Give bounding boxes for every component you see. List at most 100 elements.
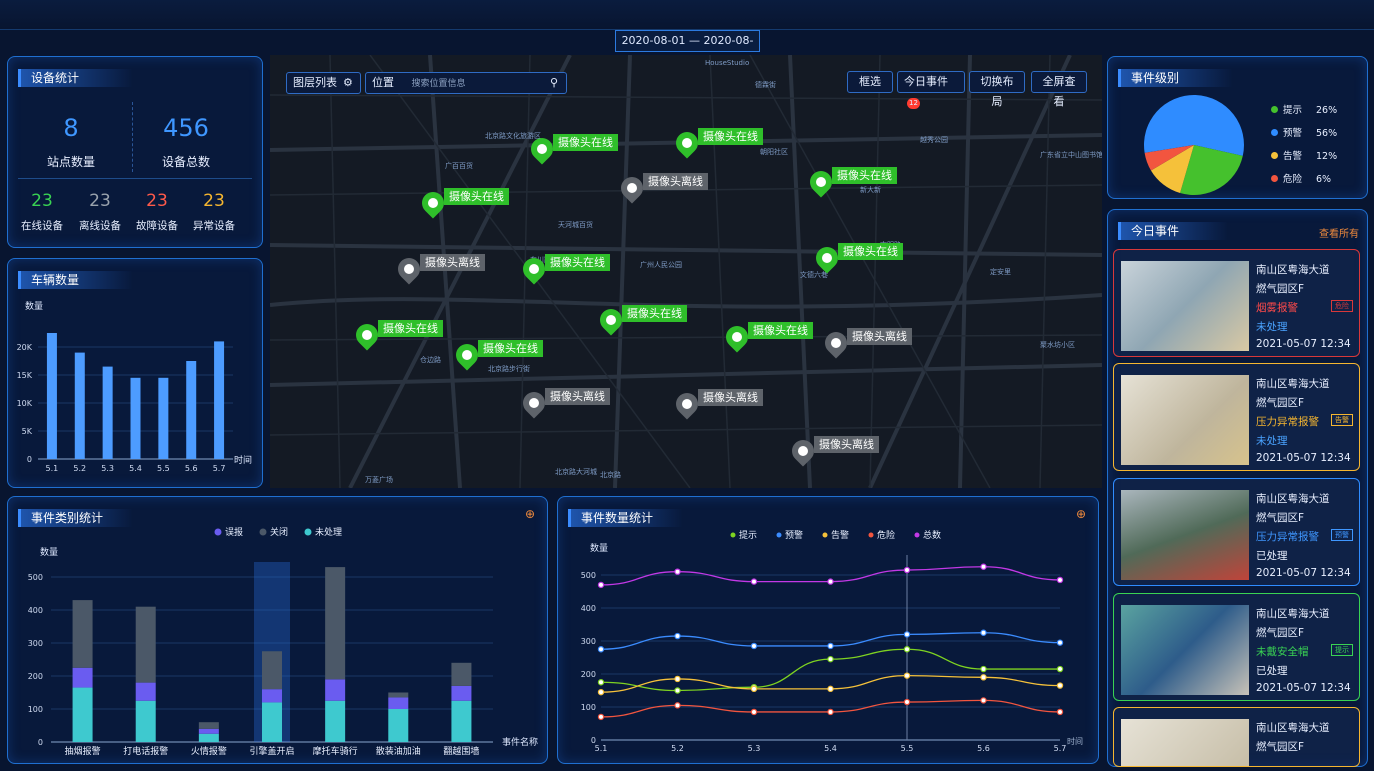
camera-offline-label[interactable]: 摄像头离线 xyxy=(545,388,610,405)
legend-item: 提示 26% xyxy=(1271,102,1337,125)
camera-offline-label[interactable]: 摄像头离线 xyxy=(698,389,763,406)
location-search[interactable]: 位置 搜索位置信息 ⚲ xyxy=(365,72,567,94)
zoom-icon[interactable]: ⊕ xyxy=(524,507,535,521)
stacked-bar-segment xyxy=(325,567,346,680)
data-point xyxy=(980,674,987,681)
event-card[interactable]: 南山区粤海大道 燃气园区F xyxy=(1113,707,1360,767)
camera-offline-label[interactable]: 摄像头离线 xyxy=(814,436,879,453)
data-point xyxy=(980,665,987,673)
camera-offline-label[interactable]: 摄像头离线 xyxy=(420,254,485,271)
legend-label: 危险 xyxy=(877,529,895,541)
event-card[interactable]: 南山区粤海大道 燃气园区F 未戴安全帽 已处理 2021-05-07 12:34 提示 xyxy=(1113,593,1360,701)
legend-dot xyxy=(1271,175,1278,182)
data-point xyxy=(597,679,605,686)
camera-offline-label[interactable]: 摄像头离线 xyxy=(643,173,708,190)
y-tick-label: 100 xyxy=(28,705,43,714)
bar xyxy=(130,377,141,459)
data-point xyxy=(827,655,834,663)
search-input[interactable]: 搜索位置信息 xyxy=(411,79,466,89)
stacked-bar-segment xyxy=(451,700,472,742)
event-card[interactable]: 南山区粤海大道 燃气园区F 烟雾报警 未处理 2021-05-07 12:34 危险 xyxy=(1113,249,1360,357)
data-point xyxy=(980,563,987,570)
event-snapshot[interactable] xyxy=(1121,375,1249,465)
map-place-label: 北京路步行街 xyxy=(488,365,530,373)
data-point xyxy=(674,687,681,694)
camera-online-label[interactable]: 摄像头在线 xyxy=(622,305,687,322)
map-place-label: 北京路文化旅游区 xyxy=(485,132,541,140)
search-icon[interactable]: ⚲ xyxy=(549,76,558,89)
stacked-bar-segment xyxy=(388,697,409,709)
pie-slice xyxy=(1144,145,1194,171)
panel-title: 设备统计 xyxy=(18,69,133,87)
map-place-label: 越秀公园 xyxy=(920,136,948,144)
fault-device-label: 故障设备 xyxy=(136,220,178,232)
offline-device-label: 离线设备 xyxy=(79,220,121,232)
layer-list-button[interactable]: 图层列表 ⚙ xyxy=(286,72,361,94)
map-place-label: 天河城百货 xyxy=(558,221,593,229)
stacked-bar-segment xyxy=(72,667,93,688)
event-snapshot[interactable] xyxy=(1121,261,1249,351)
legend-item: 告警 12% xyxy=(1271,148,1337,171)
camera-online-label[interactable]: 摄像头在线 xyxy=(698,128,763,145)
map-place-label: 广东省立中山图书馆 xyxy=(1040,151,1102,159)
x-tick-label: 抽烟报警 xyxy=(65,745,101,757)
camera-online-label[interactable]: 摄像头在线 xyxy=(378,320,443,337)
y-tick-label: 500 xyxy=(581,571,596,580)
event-count-badge: 12 xyxy=(907,98,920,109)
x-tick-label: 5.1 xyxy=(595,744,608,753)
event-addr2: 燃气园区F xyxy=(1256,627,1305,639)
event-level-pie-chart xyxy=(1144,95,1244,195)
camera-online-label[interactable]: 摄像头在线 xyxy=(838,243,903,260)
camera-online-label[interactable]: 摄像头在线 xyxy=(444,188,509,205)
y-tick-label: 300 xyxy=(581,637,596,646)
map-view[interactable]: 北京路文化旅游区 广百百货 天河城百货 广州人民公园 文德六巷 朝阳社区 越秀公园 北京路步行… xyxy=(270,55,1102,488)
data-point xyxy=(980,629,987,636)
legend-dot xyxy=(822,532,828,538)
event-card[interactable]: 南山区粤海大道 燃气园区F 压力异常报警 已处理 2021-05-07 12:34 预警 xyxy=(1113,478,1360,586)
y-tick-label: 0 xyxy=(27,455,32,464)
event-snapshot[interactable] xyxy=(1121,605,1249,695)
camera-online-label[interactable]: 摄像头在线 xyxy=(545,254,610,271)
data-point xyxy=(674,632,681,640)
data-point xyxy=(674,568,681,575)
camera-online-label[interactable]: 摄像头在线 xyxy=(748,322,813,339)
event-snapshot[interactable] xyxy=(1121,490,1249,580)
event-card[interactable]: 南山区粤海大道 燃气园区F 压力异常报警 未处理 2021-05-07 12:34 告警 xyxy=(1113,363,1360,471)
site-count-label: 站点数量 xyxy=(46,155,95,169)
camera-online-label[interactable]: 摄像头在线 xyxy=(832,167,897,184)
map-place-label: 聚水坊小区 xyxy=(1040,341,1075,349)
panel-title: 车辆数量 xyxy=(18,271,133,289)
bar xyxy=(102,366,113,459)
x-axis-label: 事件名称 xyxy=(502,736,538,748)
date-range-picker[interactable]: 2020-08-01 — 2020-08-01 xyxy=(615,30,760,67)
zoom-icon[interactable]: ⊕ xyxy=(1075,507,1086,521)
map-place-label: 仓边路 xyxy=(420,356,441,364)
today-events-button[interactable]: 今日事件 12 xyxy=(897,71,965,109)
filter-button[interactable]: 框选 xyxy=(847,71,893,93)
camera-online-label[interactable]: 摄像头在线 xyxy=(553,134,618,151)
pie-legend: 提示 26% 预警 56% 告警 12% 危险 6% xyxy=(1271,102,1337,194)
view-all-link[interactable]: 查看所有 xyxy=(1319,229,1359,240)
data-point xyxy=(827,578,834,585)
y-tick-label: 500 xyxy=(28,573,43,582)
legend-name: 预警 xyxy=(1283,128,1303,139)
camera-online-label[interactable]: 摄像头在线 xyxy=(478,340,543,357)
bar xyxy=(214,341,225,459)
stacked-bar-segment xyxy=(451,685,472,701)
camera-offline-label[interactable]: 摄像头离线 xyxy=(847,328,912,345)
x-tick-label: 5.5 xyxy=(901,744,914,753)
y-tick-label: 400 xyxy=(581,604,596,613)
pie-slice xyxy=(1144,95,1244,156)
event-addr1: 南山区粤海大道 xyxy=(1256,608,1330,620)
vehicle-panel: 车辆数量 数量 时间 0 5K 10K 15K 20K 5.1 5.2 5.3 5.4 5.5 5.… xyxy=(7,258,263,488)
fullscreen-button[interactable]: 全屏查看 xyxy=(1031,71,1087,108)
event-level-panel: 事件级别 提示 26% 预警 56% 告警 12% 危险 6% xyxy=(1107,56,1368,199)
legend-label: 告警 xyxy=(831,529,849,541)
event-snapshot[interactable] xyxy=(1121,719,1249,766)
legend-label: 未处理 xyxy=(315,526,342,538)
map-place-label: 朝阳社区 xyxy=(760,148,788,156)
event-addr1: 南山区粤海大道 xyxy=(1256,378,1330,390)
switch-layout-button[interactable]: 切换布局 xyxy=(969,71,1025,108)
x-tick-label: 5.7 xyxy=(1054,744,1067,753)
stacked-bar-segment xyxy=(451,662,472,686)
